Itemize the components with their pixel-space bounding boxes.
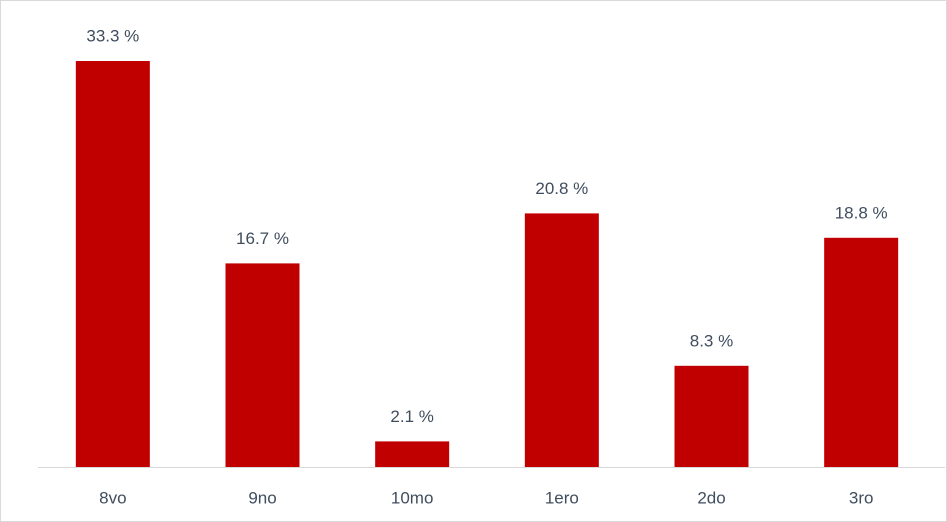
- bar: [375, 441, 450, 467]
- x-tick-label: 8vo: [99, 488, 126, 507]
- x-tick-label: 3ro: [849, 488, 874, 507]
- bar: [524, 213, 599, 467]
- bar: [75, 61, 150, 467]
- value-label: 16.7 %: [236, 229, 289, 248]
- bar: [674, 365, 749, 467]
- x-tick-label: 9no: [248, 488, 276, 507]
- bar: [225, 263, 300, 467]
- x-tick-label: 1ero: [545, 488, 579, 507]
- value-label: 8.3 %: [690, 331, 733, 350]
- x-tick-label: 2do: [697, 488, 725, 507]
- value-label: 33.3 %: [86, 26, 139, 45]
- x-tick-label: 10mo: [391, 488, 434, 507]
- value-label: 2.1 %: [390, 407, 433, 426]
- value-label: 20.8 %: [535, 179, 588, 198]
- bar: [824, 237, 899, 467]
- value-label: 18.8 %: [835, 203, 888, 222]
